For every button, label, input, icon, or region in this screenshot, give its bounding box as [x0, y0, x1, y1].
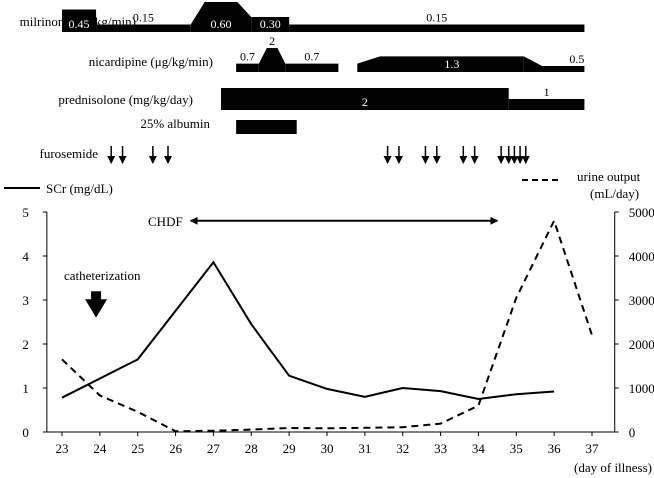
x-tick-label: 25	[131, 441, 144, 456]
catheterization-arrow	[85, 291, 108, 318]
legend: SCr (mg/dL) urine output (mL/day)	[4, 169, 641, 201]
x-tick-label: 34	[472, 441, 486, 456]
drug-value: 0.5	[569, 52, 584, 66]
drug-value: 0.45	[69, 17, 90, 31]
furosemide-label: furosemide	[40, 146, 99, 161]
x-tick-label: 29	[283, 441, 296, 456]
x-tick-label: 30	[321, 441, 334, 456]
catheterization-label: catheterization	[64, 268, 141, 283]
x-tick-label: 24	[93, 441, 107, 456]
y-left-tick-label: 3	[22, 293, 29, 308]
y-left-tick-label: 2	[22, 337, 29, 352]
x-tick-label: 32	[396, 441, 409, 456]
drug-segment	[258, 48, 286, 72]
drug-segment	[251, 17, 290, 32]
y-left-tick-label: 0	[22, 425, 29, 440]
drug-value: 0.30	[260, 17, 281, 31]
x-tick-label: 35	[510, 441, 523, 456]
plot-area: CHDF catheterization	[61, 214, 593, 433]
drug-row: milrinone (μg/kg/min)0.45 0.15 0.60 0.30 0.1…	[20, 2, 585, 32]
drug-segment	[236, 120, 297, 134]
drug-value: 1	[544, 85, 550, 99]
drug-value: 0.60	[211, 17, 232, 31]
drug-segment	[190, 2, 252, 32]
chdf-label: CHDF	[148, 214, 183, 229]
drug-value: 0.15	[133, 11, 154, 25]
y-right-tick-label: 3000	[629, 293, 654, 308]
drug-value: 2	[362, 95, 368, 109]
drug-segment	[357, 56, 380, 72]
y-left-tick-label: 4	[22, 249, 29, 264]
x-tick-label: 28	[245, 441, 258, 456]
drug-segment	[523, 56, 585, 72]
urine-output-line	[61, 218, 593, 433]
y-right-tick-label: 4000	[629, 249, 654, 264]
y-left-tick-label: 5	[22, 205, 29, 220]
drug-value: 0.7	[304, 50, 319, 64]
y-right-tick-label: 1000	[629, 381, 654, 396]
y-right-tick-label: 2000	[629, 337, 654, 352]
drug-value: 1.3	[444, 57, 459, 71]
x-tick-label: 26	[169, 441, 183, 456]
legend-scr-label: SCr (mg/dL)	[46, 181, 113, 196]
drug-label: 25% albumin	[140, 116, 210, 131]
drug-segment	[62, 9, 97, 32]
x-tick-label: 31	[358, 441, 371, 456]
drug-row: prednisolone (mg/kg/day) 2 1	[58, 85, 585, 110]
drug-segment	[221, 88, 509, 110]
drug-value: 0.7	[240, 50, 255, 64]
drug-segment	[508, 99, 585, 110]
axes: 23 24 25 26 27 28 29 30 31 32 33 34 35 36 370123450100…	[22, 205, 654, 456]
y-left-tick-label: 1	[22, 381, 29, 396]
drug-segment	[289, 24, 585, 32]
legend-urine-label-1: urine output	[577, 169, 641, 184]
scr-line	[61, 260, 555, 401]
y-right-tick-label: 0	[629, 425, 636, 440]
drug-segment	[96, 24, 191, 32]
x-axis-label: (day of illness)	[574, 460, 652, 475]
y-right-tick-label: 5000	[629, 205, 654, 220]
x-tick-label: 23	[56, 441, 69, 456]
drug-row: nicardipine (μg/kg/min) 0.7 2 0.7 1.3 0.5	[89, 34, 585, 72]
drug-segment	[380, 56, 524, 72]
legend-urine-label-2: (mL/day)	[590, 186, 639, 201]
furosemide-row: furosemide	[40, 146, 530, 164]
drug-value: 0.15	[426, 11, 447, 25]
x-tick-label: 33	[434, 441, 447, 456]
drug-segment	[285, 63, 339, 72]
drug-value: 2	[269, 34, 275, 48]
x-tick-label: 37	[586, 441, 600, 456]
drug-label: prednisolone (mg/kg/day)	[58, 92, 193, 107]
drug-timeline: milrinone (μg/kg/min)0.45 0.15 0.60 0.30 0.1…	[20, 2, 585, 134]
x-tick-label: 36	[548, 441, 562, 456]
drug-row: 25% albumin	[140, 116, 297, 134]
drug-segment	[236, 63, 259, 72]
x-tick-label: 27	[207, 441, 221, 456]
drug-label: nicardipine (μg/kg/min)	[89, 54, 213, 69]
